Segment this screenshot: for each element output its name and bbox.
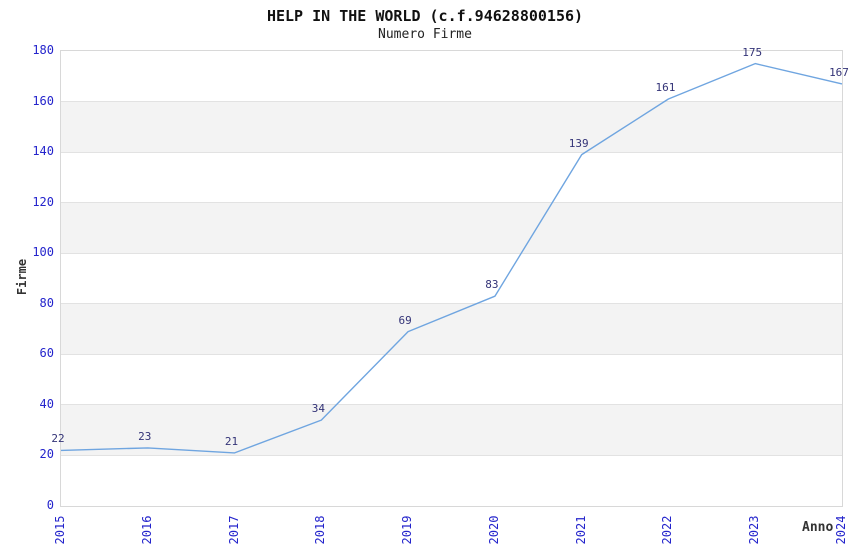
plot-band (61, 202, 842, 254)
data-point-label: 175 (742, 45, 763, 59)
data-point-label: 139 (568, 136, 589, 150)
data-point-label: 69 (398, 313, 412, 327)
y-tick-label: 20 (39, 447, 54, 462)
grid-line (61, 252, 842, 254)
data-point-label: 21 (224, 434, 239, 448)
plot-band (61, 101, 842, 153)
x-axis-title: Anno (802, 520, 834, 535)
grid-line (61, 404, 842, 406)
chart-title: HELP IN THE WORLD (c.f.94628800156) (266, 7, 584, 25)
x-tick-label: 2017 (226, 515, 241, 545)
grid-line (61, 454, 842, 456)
y-tick-label: 80 (39, 295, 54, 310)
y-tick-label: 0 (46, 498, 54, 512)
grid-line (61, 101, 842, 103)
y-tick-label: 180 (32, 43, 54, 57)
data-point-label: 34 (311, 402, 325, 416)
data-point-label: 22 (51, 432, 65, 446)
x-tick-label: 2016 (139, 515, 154, 545)
trend-line-svg (60, 62, 843, 454)
plot-band (61, 303, 842, 355)
x-tick-label: 2019 (400, 515, 415, 545)
y-tick-label: 160 (32, 93, 54, 108)
x-tick-label: 2024 (834, 515, 848, 545)
grid-line (61, 303, 842, 305)
x-tick-label: 2020 (486, 515, 501, 545)
data-point-label: 83 (485, 278, 499, 292)
chart-subtitle: Numero Firme (378, 27, 472, 42)
x-tick-label: 2023 (747, 515, 762, 545)
data-point-label: 23 (138, 429, 152, 443)
grid-line (61, 353, 842, 355)
plot-area (60, 50, 843, 507)
x-tick-label: 2015 (53, 515, 67, 545)
x-tick-label: 2022 (660, 515, 675, 545)
x-tick-label: 2021 (573, 515, 588, 545)
trend-line (60, 62, 843, 454)
y-tick-label: 60 (39, 346, 54, 361)
x-tick-label: 2018 (313, 515, 328, 545)
y-tick-label: 120 (32, 194, 54, 209)
grid-line (61, 202, 842, 204)
grid-line (61, 151, 842, 153)
data-point-label: 161 (655, 81, 676, 95)
plot-band (61, 404, 842, 456)
y-tick-label: 100 (32, 245, 54, 260)
data-point-label: 167 (829, 65, 849, 79)
y-tick-label: 40 (39, 396, 54, 411)
y-tick-label: 140 (32, 144, 54, 159)
